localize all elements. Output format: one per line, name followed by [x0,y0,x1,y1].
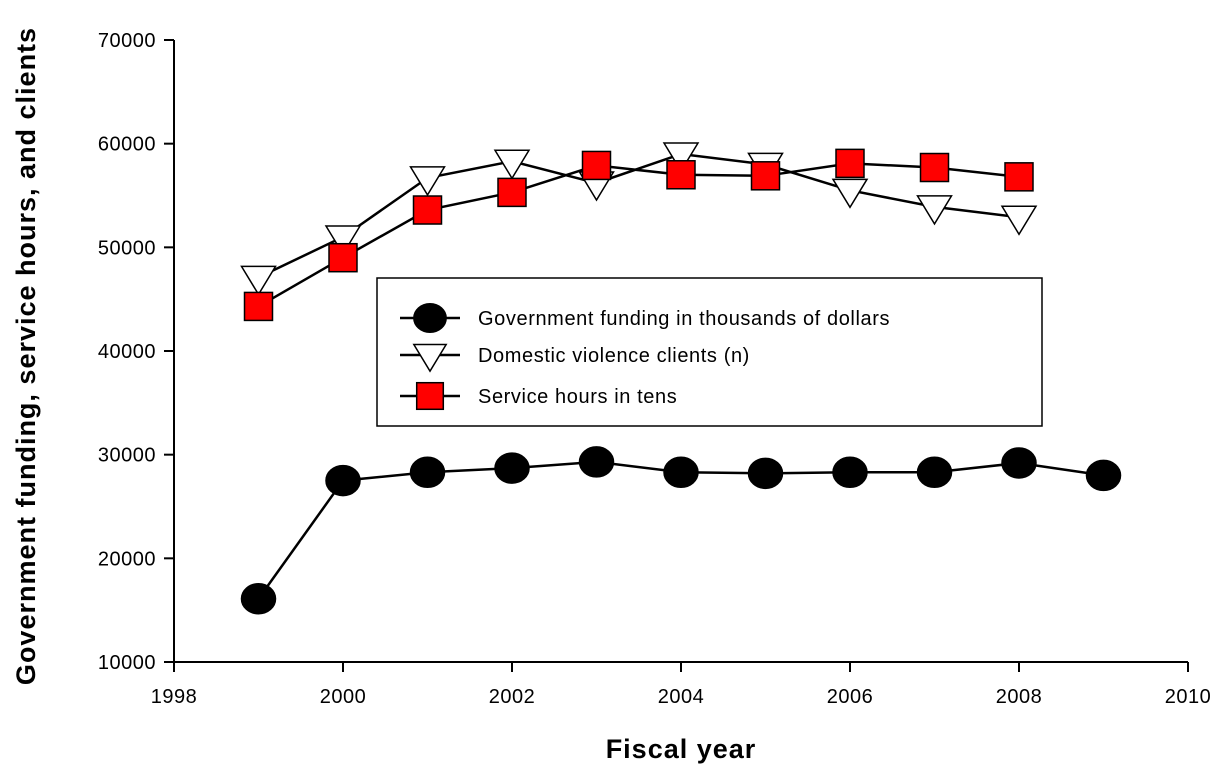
series-line-triangle-down [257,152,1020,279]
data-point-circle [1001,447,1037,479]
data-point-square [581,150,612,181]
data-point-triangle-down [831,178,869,209]
x-axis-title: Fiscal year [606,734,757,764]
series-layer [240,142,1122,615]
data-point-square [243,291,274,322]
x-tick-label: 2004 [658,686,705,708]
data-point-triangle-down [662,142,700,173]
data-point-square [1004,162,1034,192]
legend-marker-square [415,381,445,411]
legend: Government funding in thousands of dolla… [376,277,1043,427]
legend-marker-triangle-down [412,343,448,373]
y-axis-title: Government funding, service hours, and c… [11,27,41,685]
y-tick-label: 70000 [98,30,156,52]
x-tick-label: 2000 [320,686,367,708]
data-point-triangle-down [916,195,953,226]
x-tick-label: 1998 [151,686,198,708]
y-tick-label: 40000 [98,341,156,363]
y-tick-label: 10000 [98,652,156,674]
legend-box [376,277,1043,427]
y-tick-label: 30000 [98,445,156,467]
x-tick-label: 2002 [489,686,536,708]
legend-label: Government funding in thousands of dolla… [478,308,890,330]
data-point-triangle-down [493,149,531,180]
data-point-circle [1085,459,1122,492]
legend-label: Service hours in tens [478,386,677,408]
data-point-circle [747,457,784,490]
x-tick-label: 2008 [996,686,1043,708]
legend-label: Domestic violence clients (n) [478,345,750,367]
y-tick-label: 60000 [98,134,156,156]
data-point-circle [916,456,953,489]
data-point-square [412,195,443,225]
data-point-circle [325,464,361,497]
data-point-circle [240,583,277,615]
data-point-square [666,160,696,190]
series-line-square [257,162,1020,308]
data-point-triangle-down [409,166,446,197]
data-point-square [835,148,865,179]
data-point-circle [832,456,868,489]
data-point-square [497,177,527,208]
data-point-circle [578,446,615,478]
legend-marker-circle [413,303,447,333]
data-point-circle [663,456,699,489]
y-tick-label: 50000 [98,237,156,259]
x-tick-label: 2006 [827,686,874,708]
data-point-square [328,242,358,273]
data-point-circle [409,456,446,489]
x-tick-label: 2010 [1165,686,1212,708]
data-point-square [919,152,950,183]
data-point-circle [494,452,530,484]
data-point-square [750,161,781,191]
y-tick-label: 20000 [98,548,156,570]
data-point-triangle-down [324,225,362,256]
data-point-triangle-down [1000,205,1038,236]
axes: 10000 20000 30000 40000 50000 60000 70000 1998 2… [98,30,1211,708]
data-point-triangle-down [240,265,277,296]
